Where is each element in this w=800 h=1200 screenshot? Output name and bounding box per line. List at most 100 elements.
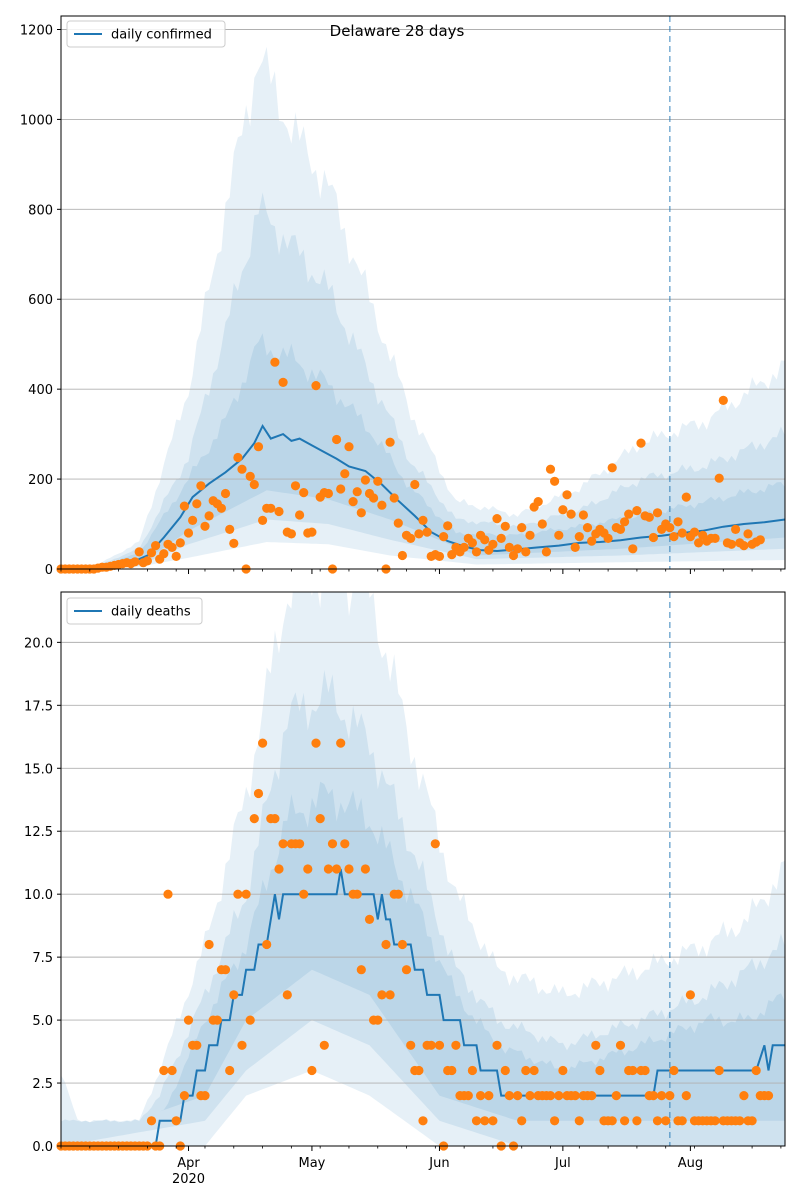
deaths-data-point <box>332 864 342 874</box>
confirmed-data-point <box>171 551 181 562</box>
confirmed-data-point <box>550 476 560 486</box>
deaths-data-point <box>570 1091 580 1101</box>
confirmed-data-point <box>587 536 597 546</box>
deaths-band-3 <box>61 781 785 1146</box>
legend-box <box>66 597 203 625</box>
deaths-data-point <box>500 1065 510 1076</box>
deaths-data-point <box>401 965 412 975</box>
deaths-data-point <box>632 1116 642 1126</box>
confirmed-data-point <box>607 463 617 473</box>
deaths-data-point <box>307 1065 317 1076</box>
deaths-data-point <box>241 889 251 899</box>
confirmed-ytick-label: 200 <box>28 473 53 488</box>
deaths-ytick-label: 12.5 <box>24 825 53 840</box>
deaths-data-point <box>554 1091 564 1101</box>
deaths-data-point <box>447 1065 457 1076</box>
deaths-ytick-label: 17.5 <box>24 699 53 714</box>
deaths-data-point <box>611 1091 621 1101</box>
confirmed-axes-frame <box>60 15 786 570</box>
confirmed-data-point <box>348 497 358 507</box>
deaths-data-point <box>340 839 350 849</box>
deaths-data-point <box>529 1065 539 1076</box>
confirmed-data-point <box>270 357 280 367</box>
confirmed-data-point <box>492 514 502 524</box>
deaths-data-point <box>360 864 370 874</box>
confirmed-data-point <box>290 481 301 491</box>
confirmed-ytick-label: 600 <box>28 293 53 308</box>
confirmed-data-point <box>439 532 449 542</box>
confirmed-data-point <box>397 550 407 561</box>
confirmed-data-point <box>183 528 194 538</box>
deaths-data-point <box>397 939 407 950</box>
deaths-data-point <box>426 1040 436 1050</box>
confirmed-data-point <box>447 550 457 560</box>
deaths-data-point <box>480 1116 490 1126</box>
confirmed-data-point <box>710 533 720 544</box>
confirmed-data-point <box>480 535 490 545</box>
confirmed-data-point <box>278 377 288 387</box>
deaths-data-point <box>233 889 243 899</box>
confirmed-data-point <box>134 547 144 557</box>
deaths-data-point <box>488 1116 498 1126</box>
confirmed-band-3 <box>61 333 785 569</box>
deaths-data-point <box>714 1065 724 1076</box>
confirmed-data-point <box>336 484 346 494</box>
confirmed-data-point <box>225 524 235 535</box>
confirmed-data-point <box>537 519 547 529</box>
deaths-data-point <box>315 814 325 824</box>
confirmed-data-point <box>352 487 362 497</box>
deaths-data-point <box>661 1116 671 1126</box>
deaths-data-point <box>373 1015 383 1025</box>
confirmed-data-point <box>393 518 403 528</box>
deaths-data-point <box>550 1116 560 1126</box>
confirmed-data-point <box>286 529 296 539</box>
deaths-data-point <box>574 1116 584 1126</box>
deaths-xtick-label: Jun <box>428 1156 449 1171</box>
confirmed-data-point <box>414 529 424 539</box>
confirmed-data-point <box>648 532 659 543</box>
deaths-data-point <box>657 1091 667 1101</box>
deaths-data-point <box>685 990 696 1000</box>
confirmed-data-point <box>200 521 210 531</box>
deaths-data-point <box>677 1116 687 1126</box>
deaths-data-point <box>364 914 375 925</box>
legend-box <box>66 20 226 48</box>
confirmed-data-point <box>496 533 506 544</box>
deaths-data-point <box>476 1091 486 1101</box>
confirmed-ytick-label: 1000 <box>20 113 53 128</box>
deaths-data-point <box>504 1091 514 1101</box>
confirmed-data-point <box>307 527 317 537</box>
deaths-ytick-label: 10.0 <box>24 888 53 903</box>
confirmed-axes: 0 200 400 600 800 1000 1200 <box>20 15 786 578</box>
deaths-data-point <box>171 1116 181 1126</box>
confirmed-data-point <box>504 542 514 553</box>
deaths-data-point <box>249 814 259 824</box>
deaths-data-point <box>212 1015 222 1025</box>
deaths-chart-panel: 0.0 2.5 5.0 7.5 10.0 12.5 15.0 17.5 20.0 Apr May Ju… <box>24 591 786 1187</box>
deaths-data-point <box>179 1091 189 1101</box>
deaths-data-point <box>463 1091 473 1101</box>
confirmed-data-point <box>377 500 387 510</box>
deaths-legend: daily deaths <box>66 597 203 625</box>
confirmed-data-point <box>508 550 519 561</box>
deaths-data-point <box>751 1065 761 1076</box>
confirmed-data-point <box>525 530 535 540</box>
deaths-data-point <box>311 738 321 748</box>
confirmed-data-point <box>533 497 543 507</box>
deaths-data-point <box>747 1116 757 1126</box>
confirmed-data-point <box>229 538 239 549</box>
confirmed-ytick-label: 0 <box>45 563 53 578</box>
confirmed-ytick-label: 800 <box>28 203 53 218</box>
confirmed-data-point <box>418 515 428 526</box>
deaths-data-point <box>620 1116 630 1126</box>
deaths-data-point <box>735 1116 745 1126</box>
confirmed-data-point <box>422 527 432 537</box>
confirmed-data-point <box>488 539 498 549</box>
confirmed-data-point <box>673 517 683 527</box>
deaths-ytick-label: 5.0 <box>32 1014 53 1029</box>
confirmed-data-point <box>578 510 589 520</box>
confirmed-data-point <box>513 544 523 554</box>
deaths-data-point <box>229 990 239 1000</box>
confirmed-data-point <box>233 452 243 463</box>
deaths-data-point <box>167 1065 177 1076</box>
